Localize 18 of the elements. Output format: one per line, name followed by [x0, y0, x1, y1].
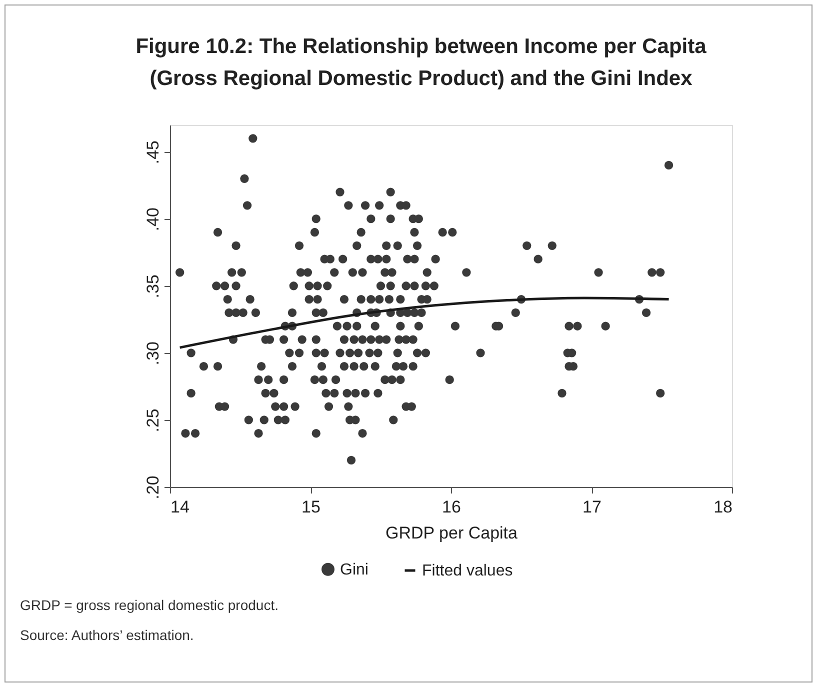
line-series	[178, 296, 670, 349]
legend-label: Gini	[340, 561, 368, 578]
x-tick-label: 17	[582, 498, 602, 516]
source-note: Source: Authors’ estimation.	[20, 627, 194, 643]
x-axis-title: GRDP per Capita	[386, 524, 518, 542]
y-tick-label: .25	[144, 408, 162, 432]
y-tick-label: .35	[144, 274, 162, 298]
x-tick-label: 15	[302, 498, 320, 516]
y-tick-label: .20	[144, 476, 162, 500]
y-tick-label: .40	[144, 208, 162, 232]
x-tick-label: 14	[170, 498, 190, 516]
y-tick-label: .45	[144, 140, 162, 164]
text: GRDP = gross regional domestic product.	[20, 597, 278, 613]
chart-title: Figure 10.2: The Relationship between Income per Capita (Gross Regional Domestic Product) and the Gini Index	[136, 35, 707, 90]
legend-label: Fitted values	[422, 562, 513, 580]
x-tick-label: 16	[442, 498, 461, 516]
x-tick-label: 18	[714, 498, 732, 516]
y-tick-label: .30	[144, 342, 162, 366]
